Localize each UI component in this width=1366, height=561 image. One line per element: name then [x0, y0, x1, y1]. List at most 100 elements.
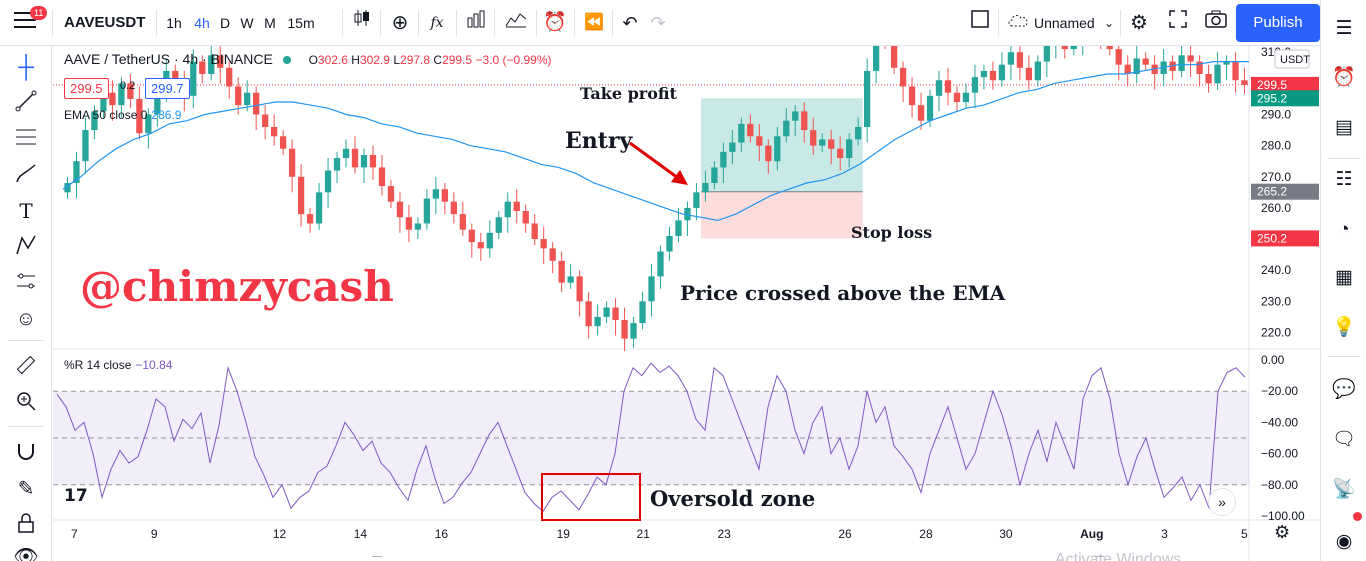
candle-body — [1106, 46, 1113, 50]
publish-button[interactable]: Publish — [1236, 4, 1320, 42]
text-tool-icon[interactable]: T — [19, 199, 33, 223]
candle-body — [648, 276, 655, 302]
buy-price-box[interactable]: 299.7 — [145, 78, 190, 99]
fib-retracement-icon[interactable] — [13, 126, 39, 152]
time-tick-label: 14 — [354, 527, 368, 541]
data-window-icon[interactable]: ☷ — [1335, 169, 1353, 190]
candle-body — [971, 77, 979, 93]
prediction-icon[interactable] — [13, 270, 39, 296]
ruler-icon[interactable] — [13, 354, 39, 380]
wr-tick-label: 0.00 — [1261, 353, 1285, 367]
candle-body — [738, 123, 745, 143]
candle-body — [262, 114, 269, 127]
calendar-icon[interactable]: ▦ — [1335, 267, 1353, 288]
candle-body — [801, 111, 808, 131]
crosshair-icon[interactable]: ┼ — [18, 54, 34, 79]
interval-M[interactable]: M — [264, 15, 276, 31]
ideas-bulb-icon[interactable]: 💡 — [1332, 317, 1356, 338]
candle-body — [585, 301, 592, 327]
candle-body — [109, 92, 116, 106]
candle-style-icon[interactable] — [350, 8, 374, 38]
replay-icon[interactable]: ⏪ — [584, 14, 604, 31]
notifications-icon[interactable]: ◉ — [1335, 531, 1353, 552]
candle-body — [792, 111, 799, 121]
layout-name-button[interactable]: Unnamed — [1034, 15, 1095, 31]
time-tick-label: 3 — [1161, 527, 1168, 541]
settings-gear-icon[interactable]: ⚙ — [1130, 12, 1148, 34]
candle-body — [1214, 64, 1221, 84]
time-tick-label: 30 — [999, 527, 1013, 541]
wr-tick-label: −80.00 — [1261, 478, 1298, 492]
menu-icon[interactable] — [14, 12, 36, 32]
trend-line-icon[interactable] — [13, 90, 39, 116]
pattern-icon[interactable] — [13, 234, 39, 260]
time-tick-label: 9 — [151, 527, 158, 541]
symbol-search-button[interactable]: AAVEUSDT — [64, 14, 146, 31]
candle-body — [872, 46, 880, 71]
high-label: H — [351, 53, 360, 67]
wr-tick-label: −60.00 — [1261, 447, 1298, 461]
lock-drawing-icon[interactable]: ✎ — [17, 478, 35, 500]
candle-body — [270, 126, 278, 137]
candle-body — [603, 307, 610, 317]
brush-icon[interactable] — [13, 162, 39, 188]
interval-W[interactable]: W — [240, 15, 254, 31]
pane-resize-handle[interactable] — [372, 556, 382, 561]
candle-body — [783, 120, 790, 137]
lock-icon[interactable] — [13, 512, 39, 538]
toolbar-divider — [536, 10, 537, 36]
axis-settings-icon[interactable]: ⚙ — [1274, 522, 1291, 542]
compare-icon[interactable] — [504, 8, 528, 38]
indicators-fx-icon[interactable]: fx — [430, 15, 444, 31]
pane-resize-handle[interactable] — [1094, 556, 1104, 561]
financials-icon[interactable] — [464, 8, 488, 38]
low-label: L — [393, 53, 401, 67]
sell-price-box[interactable]: 299.5 — [64, 78, 109, 99]
os-watermark: Activate Windows — [1055, 551, 1182, 561]
williams-r-line — [56, 362, 1246, 513]
toolbar-divider — [418, 10, 419, 36]
ema50-line — [62, 61, 1249, 222]
fullscreen-icon[interactable] — [1166, 8, 1190, 38]
candle-body — [217, 55, 224, 68]
candle-body — [549, 248, 556, 261]
magnet-icon[interactable] — [13, 440, 39, 466]
entry-arrowhead — [671, 170, 688, 185]
candle-body — [1070, 46, 1077, 50]
candle-body — [414, 223, 422, 230]
candle-body — [495, 217, 502, 233]
interval-4h[interactable]: 4h — [194, 15, 210, 31]
candle-body — [441, 189, 449, 202]
chevron-down-icon[interactable]: ⌄ — [1103, 16, 1115, 30]
crossed-ema-label: Price crossed above the EMA — [680, 281, 1006, 305]
hotlist-icon[interactable]: ◔ — [1338, 219, 1350, 240]
close-label: C — [433, 53, 443, 67]
eye-icon[interactable]: 👁 — [13, 546, 39, 561]
interval-D[interactable]: D — [219, 15, 231, 31]
interval-15m[interactable]: 15m — [287, 15, 315, 31]
news-icon[interactable]: ▤ — [1335, 117, 1353, 138]
interval-1h[interactable]: 1h — [166, 15, 182, 31]
time-tick-label: 28 — [919, 527, 933, 541]
candle-body — [73, 161, 80, 183]
messages-icon[interactable]: 🗨 — [1332, 429, 1357, 450]
candle-body — [64, 182, 71, 193]
emoji-icon[interactable]: ☺ — [15, 308, 37, 330]
add-indicator-icon[interactable]: ⊕ — [391, 12, 409, 34]
watchlist-icon[interactable]: ☰ — [1335, 18, 1353, 39]
scroll-to-realtime-button[interactable]: » — [1208, 488, 1236, 516]
alarm-clock-icon[interactable]: ⏰ — [1332, 67, 1356, 88]
change-value: −3.0 (−0.99%) — [475, 53, 552, 67]
streams-icon[interactable]: 📡 — [1332, 479, 1356, 500]
zoom-in-icon[interactable] — [13, 390, 39, 416]
alert-icon[interactable]: ⏰ — [543, 12, 567, 33]
redo-icon[interactable]: ↷ — [650, 13, 666, 33]
candle-body — [1061, 46, 1068, 50]
chats-icon[interactable]: 💬 — [1332, 379, 1356, 400]
undo-icon[interactable]: ↶ — [622, 13, 638, 33]
candle-body — [612, 307, 619, 320]
candle-body — [837, 148, 844, 159]
camera-icon[interactable] — [1204, 8, 1228, 38]
chart-area[interactable]: 310.0290.0280.0270.0260.0240.0230.0220.0… — [53, 46, 1320, 561]
layout-square-icon[interactable] — [968, 8, 992, 38]
